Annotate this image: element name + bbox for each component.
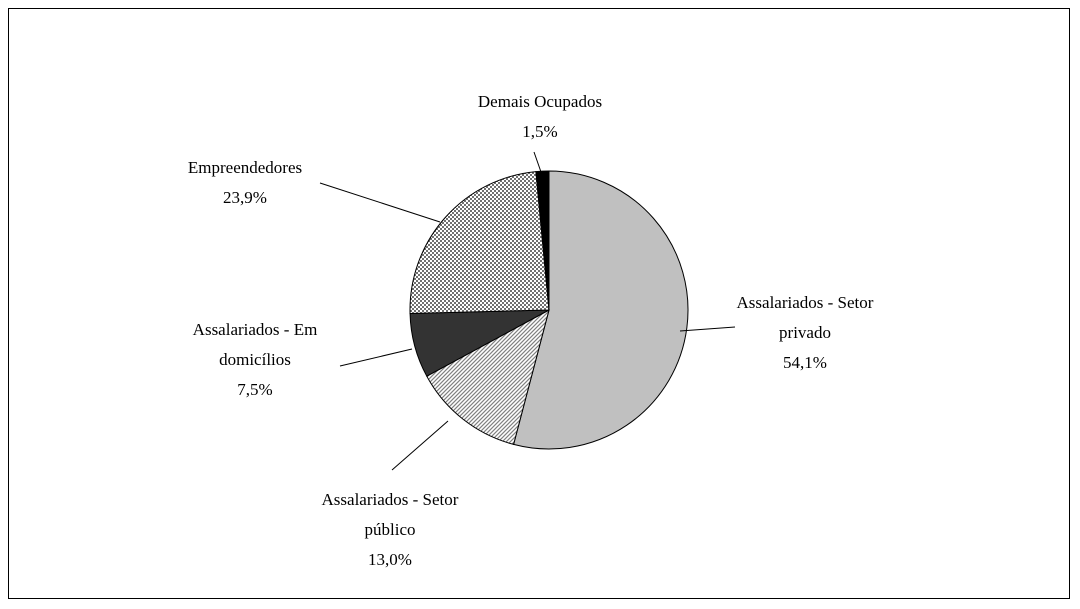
pie-slice [535,170,550,311]
leader-line [339,348,413,367]
slice-label: Assalariados - Setor privado 54,1% [725,288,885,378]
category-label: Demais Ocupados [477,92,603,111]
value-label: 54,1% [783,353,827,372]
pie-slice [512,170,689,450]
slice-label: Empreendedores 23,9% [160,153,330,213]
category-label: Assalariados - Setor privado [736,293,874,342]
value-label: 7,5% [237,380,273,399]
slice-label: Demais Ocupados 1,5% [440,87,640,147]
slice-label: Assalariados - Em domicílios 7,5% [165,315,345,405]
leader-line [319,182,441,223]
category-label: Assalariados - Em domicílios [192,320,318,369]
category-label: Assalariados - Setor público [321,490,459,539]
pie-slice [409,171,550,315]
leader-line [533,151,542,173]
slice-label: Assalariados - Setor público 13,0% [300,485,480,575]
chart-frame [8,8,1070,599]
leader-line [391,420,449,471]
category-label: Empreendedores [187,158,303,177]
value-label: 23,9% [223,188,267,207]
pie-slice [426,309,550,446]
leader-line [679,326,736,332]
value-label: 13,0% [368,550,412,569]
value-label: 1,5% [522,122,558,141]
